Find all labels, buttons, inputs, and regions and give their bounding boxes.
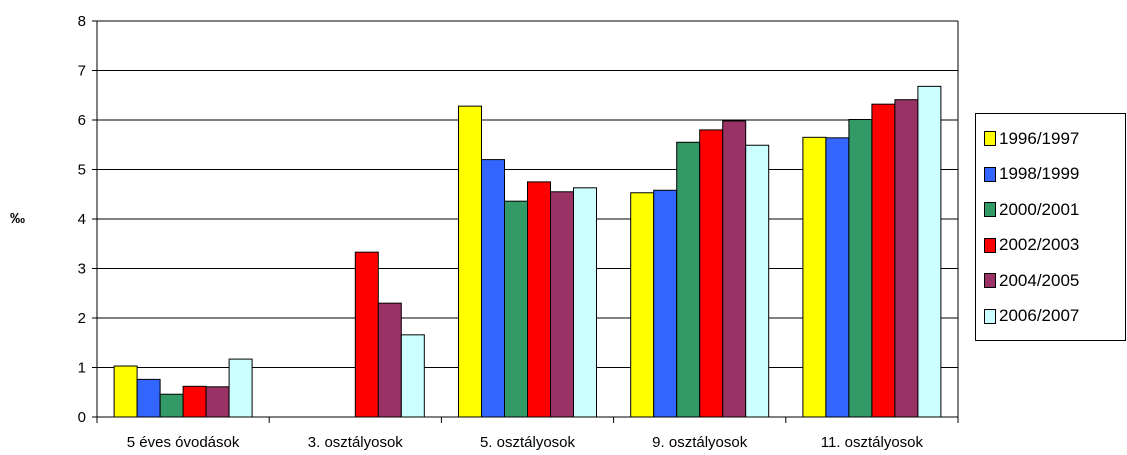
bar <box>504 200 528 418</box>
x-tick-label: 11. osztályosok <box>821 434 924 451</box>
bar <box>653 189 678 418</box>
bar <box>676 141 701 418</box>
bar <box>159 393 184 418</box>
y-tick-labels: 0 1 2 3 4 5 6 7 8 <box>78 13 86 426</box>
x-tick-label: 9. osztályosok <box>652 434 748 451</box>
legend-item: 2006/2007 <box>976 299 1125 335</box>
bar <box>573 187 597 418</box>
legend-label: 2004/2005 <box>999 270 1080 290</box>
x-tick-label: 5. osztályosok <box>480 434 576 451</box>
bar <box>825 137 850 418</box>
bar <box>377 302 402 418</box>
y-tick-label: 2 <box>78 310 86 327</box>
bar <box>205 386 230 418</box>
legend-label: 2002/2003 <box>999 235 1080 255</box>
legend-swatch <box>984 131 996 147</box>
legend-item: 1996/1997 <box>976 121 1125 157</box>
bar <box>699 129 724 418</box>
bar <box>745 144 770 418</box>
bars <box>113 85 942 418</box>
legend-item: 2002/2003 <box>976 228 1125 264</box>
legend-swatch <box>984 166 996 182</box>
legend: 1996/1997 1998/1999 2000/2001 2002/2003 2004… <box>975 113 1126 341</box>
y-tick-label: 8 <box>78 13 86 30</box>
bar <box>182 385 207 418</box>
legend-item: 2000/2001 <box>976 192 1125 228</box>
bar <box>400 334 425 418</box>
bar <box>458 105 482 418</box>
x-tick-labels: 5 éves óvodások 3. osztályosok 5. osztályo… <box>127 434 924 451</box>
legend-swatch <box>984 237 996 253</box>
bar <box>228 358 253 418</box>
bar <box>550 191 574 418</box>
bar <box>527 181 551 418</box>
axes <box>92 20 959 423</box>
bar <box>917 85 942 418</box>
y-tick-label: 1 <box>78 360 86 377</box>
y-tick-label: 0 <box>78 409 86 426</box>
bar <box>136 378 161 418</box>
x-tick-label: 5 éves óvodások <box>127 434 240 451</box>
y-tick-label: 3 <box>78 261 86 278</box>
y-tick-label: 4 <box>78 211 86 228</box>
legend-swatch <box>984 308 996 324</box>
y-tick-label: 6 <box>78 112 86 129</box>
y-tick-label: 5 <box>78 162 86 179</box>
legend-swatch <box>984 273 996 289</box>
bar <box>871 103 896 418</box>
legend-label: 1996/1997 <box>999 128 1080 148</box>
legend-swatch <box>984 202 996 218</box>
bar <box>113 365 138 418</box>
legend-item: 1998/1999 <box>976 157 1125 193</box>
legend-label: 1998/1999 <box>999 164 1080 184</box>
legend-label: 2000/2001 <box>999 199 1080 219</box>
bar <box>354 251 379 418</box>
bar <box>722 120 747 418</box>
y-axis-label: ‰ <box>10 210 25 227</box>
bar <box>802 136 827 418</box>
bar <box>481 159 505 418</box>
x-tick-label: 3. osztályosok <box>308 434 404 451</box>
bar <box>630 192 655 418</box>
legend-item: 2004/2005 <box>976 263 1125 299</box>
y-tick-label: 7 <box>78 63 86 80</box>
legend-label: 2006/2007 <box>999 306 1080 326</box>
bar <box>848 119 873 418</box>
bar <box>894 99 919 418</box>
